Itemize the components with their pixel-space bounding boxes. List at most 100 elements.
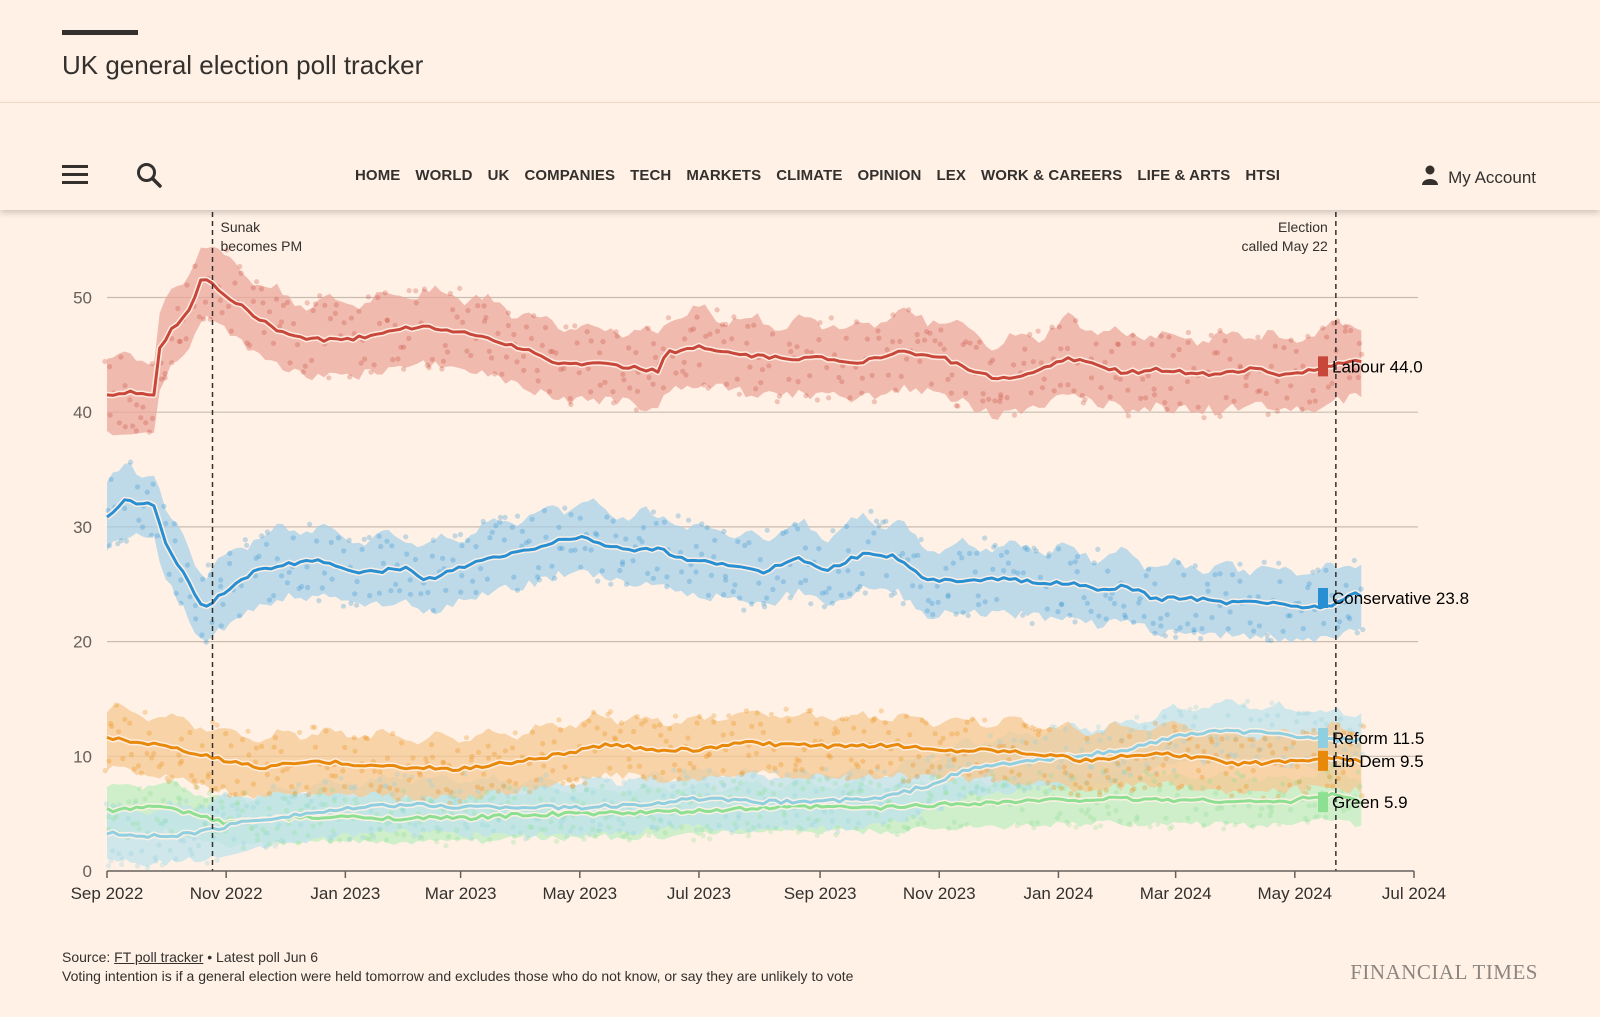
poll-dot-lib-dem [252,759,259,765]
nav-item-opinion[interactable]: OPINION [857,167,922,184]
poll-dot-labour [250,298,256,304]
poll-dot-conservative [134,484,141,490]
poll-dot-conservative [859,571,865,577]
hamburger-menu-icon[interactable] [62,165,88,185]
nav-item-tech[interactable]: TECH [630,167,672,184]
nav-item-markets[interactable]: MARKETS [686,167,762,184]
poll-dot-conservative [172,538,178,544]
poll-dot-conservative [1209,614,1215,621]
poll-dot-labour [652,354,659,360]
poll-dot-labour [1117,376,1123,382]
nav-item-home[interactable]: HOME [355,167,401,184]
poll-dot-lib-dem [387,785,393,791]
nav-item-life-arts[interactable]: LIFE & ARTS [1137,167,1231,184]
poll-dot-conservative [974,550,980,556]
poll-dot-green [731,778,737,784]
poll-dot-green [992,782,998,788]
poll-dot-reform [533,784,539,790]
poll-dot-lib-dem [264,771,270,778]
nav-item-lex[interactable]: LEX [936,167,966,184]
poll-dot-lib-dem [176,752,182,758]
poll-dot-green [157,820,163,826]
poll-dot-lib-dem [848,757,854,763]
poll-dot-lib-dem [509,745,515,751]
search-icon[interactable] [136,162,162,188]
poll-dot-conservative [1001,568,1007,574]
poll-dot-labour [611,400,617,406]
poll-dot-green [202,821,208,827]
poll-dot-lib-dem [1171,724,1177,730]
poll-dot-labour [937,341,943,347]
poll-dot-labour [585,366,592,372]
poll-dot-lib-dem [1311,727,1317,733]
poll-dot-conservative [994,596,1000,603]
poll-dot-green [1031,825,1037,831]
nav-item-work-careers[interactable]: WORK & CAREERS [980,167,1123,184]
poll-dot-labour [1164,406,1170,412]
poll-dot-lib-dem [1103,768,1109,774]
poll-dot-labour [232,280,238,286]
poll-dot-labour [149,361,155,367]
poll-dot-labour [503,354,510,360]
nav-item-climate[interactable]: CLIMATE [776,167,843,184]
poll-dot-lib-dem [851,725,857,731]
poll-dot-conservative [708,572,715,578]
poll-dot-conservative [203,639,209,645]
poll-dot-labour [332,310,338,316]
poll-dot-lib-dem [1359,793,1365,799]
poll-dot-labour [938,327,944,333]
poll-dot-labour [1176,346,1182,353]
nav-item-uk[interactable]: UK [487,167,510,184]
poll-dot-green [1061,785,1067,792]
poll-dot-green [240,845,247,851]
poll-dot-green [1021,786,1027,792]
nav-item-htsi[interactable]: HTSI [1245,167,1280,184]
poll-dot-lib-dem [199,779,205,785]
poll-dot-green [1026,781,1032,787]
poll-dot-green [1276,821,1282,827]
poll-dot-labour [520,353,527,359]
poll-dot-green [806,816,812,822]
poll-dot-labour [588,389,594,395]
poll-dot-labour [505,310,511,316]
poll-dot-green [1169,824,1175,830]
poll-dot-reform [1004,782,1010,788]
poll-dot-labour [134,402,140,408]
source-link[interactable]: FT poll tracker [114,949,204,965]
poll-dot-conservative [459,543,465,549]
poll-dot-lib-dem [726,713,732,719]
poll-dot-labour [774,399,780,405]
poll-dot-lib-dem [122,716,128,722]
poll-dot-lib-dem [278,748,284,755]
poll-dot-lib-dem [743,708,750,714]
poll-dot-reform [1215,740,1221,746]
nav-item-world[interactable]: WORLD [415,167,473,184]
poll-dot-labour [814,397,821,403]
poll-dot-reform [1032,739,1038,745]
poll-dot-lib-dem [1021,722,1027,728]
poll-dot-green [1071,775,1077,781]
poll-dot-conservative [519,528,526,534]
poll-dot-conservative [808,601,814,607]
poll-dot-reform [1113,777,1119,783]
source-note: Source: FT poll tracker • Latest poll Ju… [62,948,853,986]
poll-dot-green [846,791,852,797]
poll-dot-labour [228,328,234,334]
poll-dot-labour [317,293,323,299]
poll-dot-conservative [497,519,503,525]
poll-dot-reform [597,828,603,834]
poll-dot-reform [701,776,707,782]
nav-item-companies[interactable]: COMPANIES [524,167,616,184]
poll-dot-reform [303,803,309,809]
poll-dot-labour [442,342,448,349]
poll-dot-lib-dem [120,756,126,762]
poll-dot-labour [1125,387,1131,393]
poll-dot-green [1250,824,1256,830]
poll-dot-reform [1244,698,1250,704]
poll-dot-lib-dem [342,744,348,751]
poll-dot-reform [1359,751,1366,757]
poll-dot-green [1073,824,1079,830]
poll-dot-reform [103,801,109,807]
account-link[interactable]: My Account [1422,165,1536,190]
poll-dot-labour [192,263,198,269]
